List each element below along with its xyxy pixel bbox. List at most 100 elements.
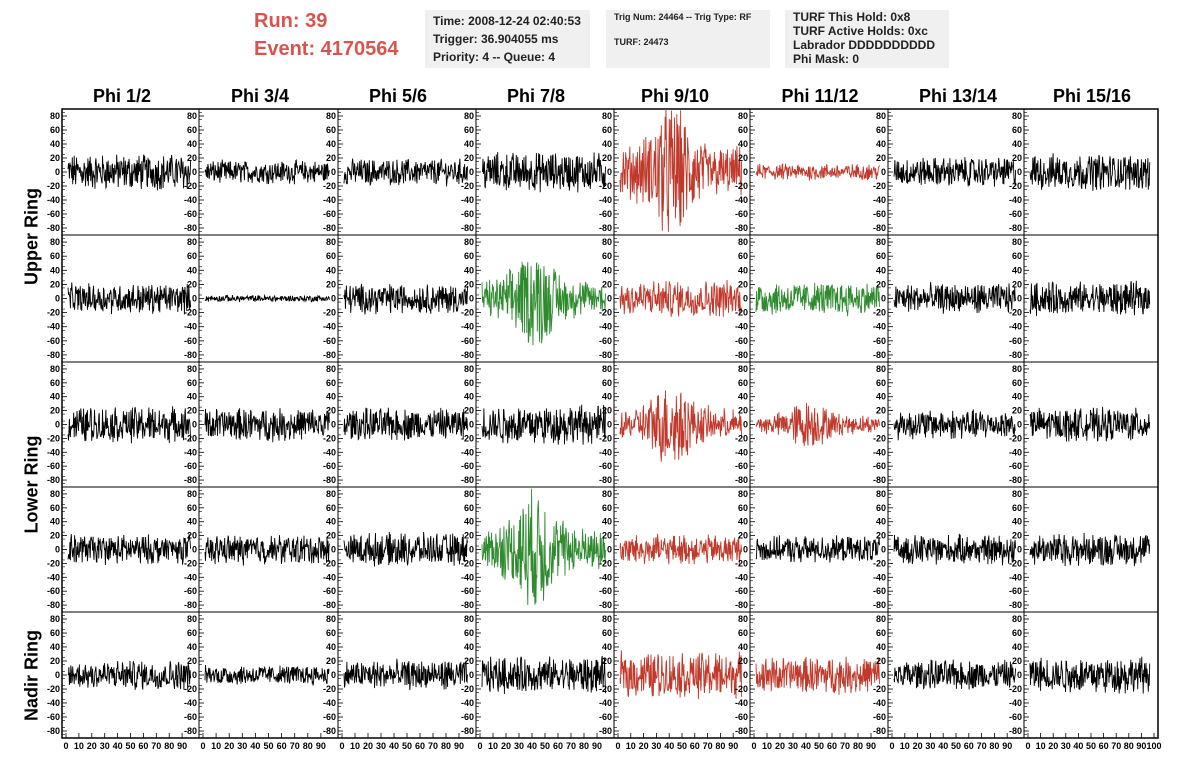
y-tick-label: -60 [735, 712, 748, 722]
y-tick-label: -20 [184, 308, 197, 318]
y-tick-label: 40 [876, 392, 886, 402]
y-tick-label: 40 [876, 139, 886, 149]
y-tick-label: -20 [873, 684, 886, 694]
x-tick-label: 90 [866, 741, 876, 751]
y-tick-label: -20 [599, 558, 612, 568]
x-tick-label: 50 [125, 741, 135, 751]
x-tick-label: 0 [889, 741, 894, 751]
y-tick-label: -20 [599, 308, 612, 318]
y-tick-label: -40 [1009, 195, 1022, 205]
y-tick-label: -40 [873, 698, 886, 708]
waveform-trace [619, 533, 743, 565]
y-tick-label: 40 [464, 642, 474, 652]
y-tick-label: -20 [599, 684, 612, 694]
y-tick-label: 60 [464, 125, 474, 135]
y-tick-label: 0 [607, 670, 612, 680]
y-tick-label: 60 [602, 378, 612, 388]
y-tick-label: 60 [738, 251, 748, 261]
waveform-trace [481, 404, 606, 445]
y-tick-label: -60 [323, 209, 336, 219]
y-tick-label: -60 [47, 586, 60, 596]
y-tick-label: 0 [881, 545, 886, 555]
x-tick-label: 100 [1146, 741, 1161, 751]
y-tick-label: 60 [464, 628, 474, 638]
x-tick-label: 90 [1002, 741, 1012, 751]
y-tick-label: -80 [873, 726, 886, 736]
y-tick-label: -60 [184, 586, 197, 596]
y-tick-label: 0 [192, 167, 197, 177]
y-tick-label: -80 [873, 350, 886, 360]
x-tick-label: 90 [728, 741, 738, 751]
y-tick-label: 0 [331, 670, 336, 680]
y-tick-label: 80 [876, 489, 886, 499]
y-tick-label: -40 [461, 447, 474, 457]
y-tick-label: -80 [873, 600, 886, 610]
y-tick-label: -40 [47, 322, 60, 332]
y-tick-label: 0 [469, 294, 474, 304]
y-tick-label: 0 [881, 294, 886, 304]
y-tick-label: 60 [50, 503, 60, 513]
x-tick-label: 60 [415, 741, 425, 751]
x-tick-label: 40 [389, 741, 399, 751]
y-tick-label: -20 [735, 558, 748, 568]
y-tick-label: -80 [323, 350, 336, 360]
y-tick-label: -20 [461, 433, 474, 443]
y-tick-label: 60 [50, 251, 60, 261]
y-tick-label: 20 [1012, 531, 1022, 541]
x-tick-label: 50 [402, 741, 412, 751]
y-tick-label: 20 [50, 153, 60, 163]
y-tick-label: 60 [50, 378, 60, 388]
y-tick-label: 80 [464, 237, 474, 247]
x-tick-label: 80 [579, 741, 589, 751]
y-tick-label: -60 [599, 712, 612, 722]
event-number: Event: 4170564 [254, 38, 399, 60]
y-tick-label: 40 [326, 392, 336, 402]
y-tick-label: 40 [738, 265, 748, 275]
y-tick-label: -40 [599, 447, 612, 457]
x-tick-label: 40 [527, 741, 537, 751]
y-tick-label: 60 [187, 378, 197, 388]
y-tick-label: -80 [461, 475, 474, 485]
y-tick-label: -40 [184, 195, 197, 205]
y-tick-label: 60 [326, 125, 336, 135]
y-tick-label: 20 [876, 656, 886, 666]
waveform-trace [1029, 656, 1151, 694]
y-tick-label: 40 [738, 517, 748, 527]
y-tick-label: -60 [461, 712, 474, 722]
column-label-phi-7-8: Phi 7/8 [506, 86, 566, 106]
waveform-trace [343, 531, 468, 567]
y-tick-label: -80 [184, 350, 197, 360]
trig-num-text: Trig Num: 24464 -- Trig Type: RF [614, 12, 752, 22]
x-tick-label: 0 [63, 741, 68, 751]
y-tick-label: -60 [184, 461, 197, 471]
x-tick-label: 40 [801, 741, 811, 751]
y-tick-label: -60 [461, 461, 474, 471]
y-tick-label: -20 [873, 433, 886, 443]
y-tick-label: -40 [323, 322, 336, 332]
y-tick-label: 60 [1012, 251, 1022, 261]
y-tick-label: 40 [187, 392, 197, 402]
y-tick-label: -20 [599, 181, 612, 191]
y-tick-label: -40 [184, 322, 197, 332]
y-tick-label: 20 [1012, 656, 1022, 666]
y-tick-label: -20 [47, 684, 60, 694]
x-tick-label: 70 [290, 741, 300, 751]
y-tick-label: 80 [738, 364, 748, 374]
y-tick-label: 20 [50, 656, 60, 666]
column-label-phi-9-10: Phi 9/10 [640, 86, 710, 106]
y-tick-label: -40 [873, 322, 886, 332]
y-tick-label: 0 [55, 670, 60, 680]
y-tick-label: -40 [1009, 322, 1022, 332]
y-tick-label: 20 [326, 656, 336, 666]
y-tick-label: 40 [326, 139, 336, 149]
y-tick-label: 0 [55, 545, 60, 555]
waveform-trace [204, 408, 330, 443]
y-tick-label: 80 [602, 237, 612, 247]
run-number: Run: 39 [254, 10, 328, 32]
y-tick-label: 40 [187, 642, 197, 652]
column-label-phi-15-16: Phi 15/16 [1052, 86, 1132, 106]
y-tick-label: -40 [735, 572, 748, 582]
y-tick-label: 20 [738, 153, 748, 163]
y-tick-label: 80 [464, 614, 474, 624]
y-tick-label: -80 [873, 223, 886, 233]
